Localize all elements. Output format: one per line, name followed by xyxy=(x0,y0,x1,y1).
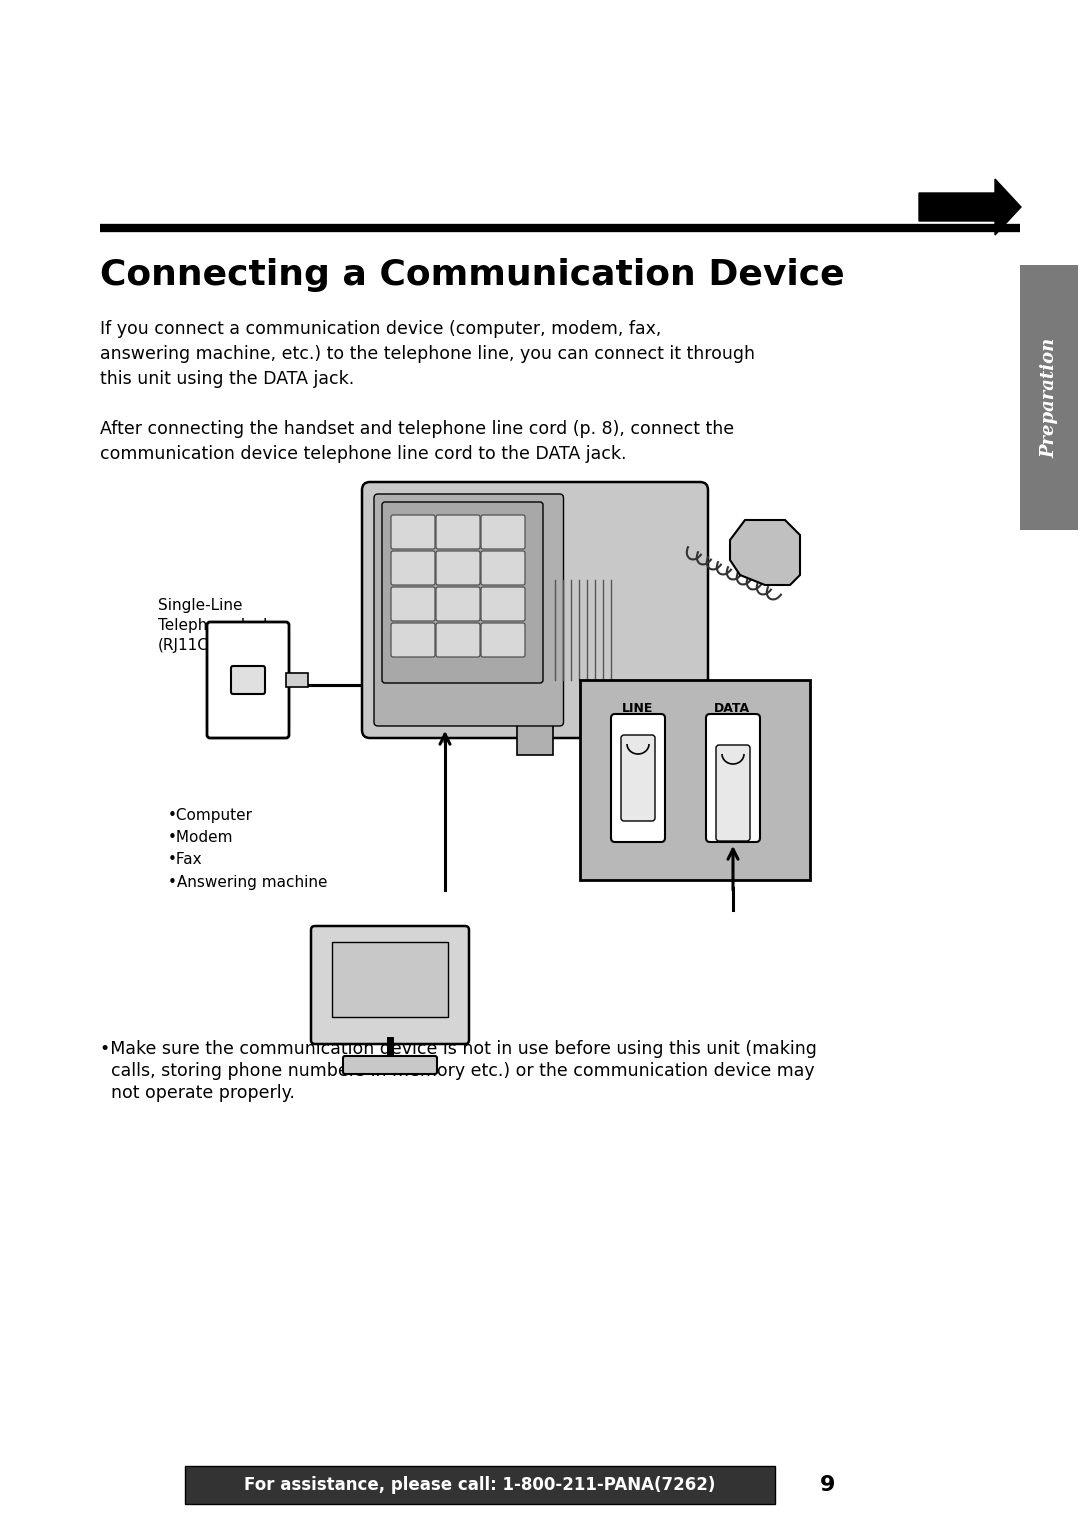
FancyBboxPatch shape xyxy=(382,503,543,683)
Text: After connecting the handset and telephone line cord (p. 8), connect the
communi: After connecting the handset and telepho… xyxy=(100,420,734,463)
Text: calls, storing phone numbers in memory etc.) or the communication device may: calls, storing phone numbers in memory e… xyxy=(100,1062,814,1080)
FancyBboxPatch shape xyxy=(611,714,665,842)
Text: Preparation: Preparation xyxy=(1040,338,1058,457)
FancyBboxPatch shape xyxy=(436,515,480,549)
FancyBboxPatch shape xyxy=(481,587,525,620)
FancyBboxPatch shape xyxy=(391,515,435,549)
Text: 9: 9 xyxy=(820,1475,835,1494)
FancyBboxPatch shape xyxy=(391,552,435,585)
Text: •Make sure the communication device is not in use before using this unit (making: •Make sure the communication device is n… xyxy=(100,1041,816,1057)
FancyBboxPatch shape xyxy=(481,552,525,585)
Text: Connecting a Communication Device: Connecting a Communication Device xyxy=(100,258,845,292)
Polygon shape xyxy=(730,520,800,585)
FancyBboxPatch shape xyxy=(286,672,308,688)
FancyBboxPatch shape xyxy=(481,515,525,549)
FancyBboxPatch shape xyxy=(436,587,480,620)
FancyBboxPatch shape xyxy=(207,622,289,738)
FancyBboxPatch shape xyxy=(481,623,525,657)
FancyBboxPatch shape xyxy=(580,680,810,880)
FancyBboxPatch shape xyxy=(621,735,654,821)
FancyBboxPatch shape xyxy=(231,666,265,694)
FancyBboxPatch shape xyxy=(517,724,553,755)
FancyBboxPatch shape xyxy=(374,494,564,726)
Text: Single-Line
Telephone Jack
(RJ11C): Single-Line Telephone Jack (RJ11C) xyxy=(158,597,272,652)
FancyBboxPatch shape xyxy=(1020,264,1078,530)
Text: For assistance, please call: 1-800-211-PANA(7262): For assistance, please call: 1-800-211-P… xyxy=(244,1476,716,1494)
Polygon shape xyxy=(919,179,1021,235)
FancyBboxPatch shape xyxy=(185,1465,775,1504)
Text: DATA: DATA xyxy=(714,701,751,715)
FancyBboxPatch shape xyxy=(706,714,760,842)
FancyBboxPatch shape xyxy=(391,587,435,620)
FancyBboxPatch shape xyxy=(332,941,448,1018)
FancyBboxPatch shape xyxy=(436,552,480,585)
Text: •Computer
•Modem
•Fax
•Answering machine: •Computer •Modem •Fax •Answering machine xyxy=(168,808,327,889)
FancyBboxPatch shape xyxy=(436,623,480,657)
FancyBboxPatch shape xyxy=(391,623,435,657)
FancyBboxPatch shape xyxy=(362,481,708,738)
FancyBboxPatch shape xyxy=(716,746,750,840)
Text: LINE: LINE xyxy=(622,701,653,715)
FancyBboxPatch shape xyxy=(311,926,469,1044)
Text: If you connect a communication device (computer, modem, fax,
answering machine, : If you connect a communication device (c… xyxy=(100,319,755,388)
FancyBboxPatch shape xyxy=(343,1056,437,1074)
Text: not operate properly.: not operate properly. xyxy=(100,1083,295,1102)
